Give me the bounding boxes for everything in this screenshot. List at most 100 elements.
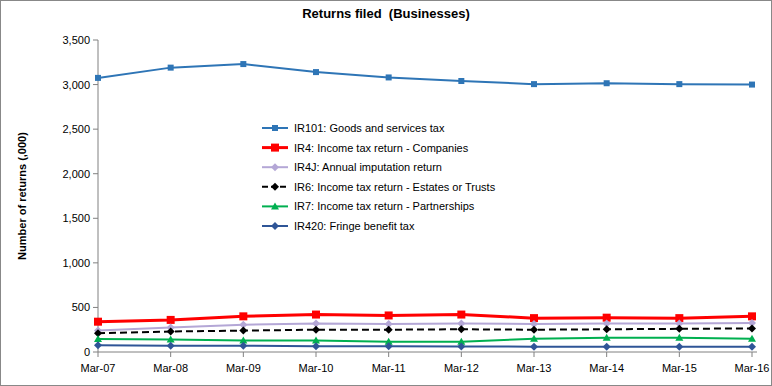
point — [385, 311, 393, 319]
series-line — [98, 315, 752, 322]
legend-label: IR4: Income tax return - Companies — [294, 142, 469, 154]
y-tick-label: 3,500 — [62, 34, 90, 46]
legend-label: IR6: Income tax return - Estates or Trus… — [294, 181, 496, 193]
y-tick — [93, 218, 98, 219]
point — [385, 342, 393, 350]
point — [167, 327, 175, 335]
point — [94, 341, 102, 349]
point — [457, 325, 465, 333]
point — [458, 78, 464, 84]
series — [94, 319, 756, 335]
point — [312, 311, 320, 319]
y-tick-label: 1,500 — [62, 212, 90, 224]
point — [239, 327, 247, 335]
point — [675, 325, 683, 333]
y-tick — [93, 262, 98, 263]
y-tick-label: 2,500 — [62, 123, 90, 135]
x-tick-label: Mar-08 — [153, 362, 188, 374]
point — [531, 81, 537, 87]
legend: IR101: Goods and services taxIR4: Income… — [262, 122, 496, 232]
x-axis — [98, 352, 757, 353]
x-tick — [606, 352, 607, 357]
point — [749, 82, 755, 88]
point — [530, 326, 538, 334]
point — [603, 325, 611, 333]
x-tick-label: Mar-13 — [517, 362, 552, 374]
point — [457, 311, 465, 319]
point — [94, 335, 102, 342]
title: Returns filed (Businesses) — [302, 6, 470, 21]
point — [603, 343, 611, 351]
x-tick — [243, 352, 244, 357]
y-tick — [93, 84, 98, 85]
point — [603, 334, 611, 341]
chart: Returns filed (Businesses) Number of retu… — [0, 0, 772, 386]
point — [748, 324, 756, 332]
point — [94, 318, 102, 326]
y-axis — [98, 40, 99, 352]
x-tick — [316, 352, 317, 357]
point — [675, 343, 683, 351]
point — [168, 65, 174, 71]
point — [748, 335, 756, 342]
x-tick-label: Mar-14 — [589, 362, 624, 374]
point — [530, 343, 538, 351]
point — [676, 81, 682, 87]
x-tick-label: Mar-09 — [226, 362, 261, 374]
x-tick-label: Mar-12 — [444, 362, 479, 374]
series-line — [98, 328, 752, 333]
series — [94, 341, 756, 350]
y-tick-label: 0 — [84, 346, 90, 358]
chart-border — [1, 1, 772, 386]
point — [313, 69, 319, 75]
legend-marker — [271, 222, 279, 230]
point — [240, 61, 246, 67]
y-tick-label: 3,000 — [62, 79, 90, 91]
x-tick-label: Mar-10 — [299, 362, 334, 374]
x-tick — [461, 352, 462, 357]
point — [239, 342, 247, 350]
point — [675, 334, 683, 341]
series — [94, 334, 756, 345]
y-tick — [93, 129, 98, 130]
x-tick-label: Mar-07 — [81, 362, 116, 374]
x-tick — [752, 352, 753, 357]
series — [95, 61, 755, 88]
x-tick — [388, 352, 389, 357]
x-tick — [98, 352, 99, 357]
point — [604, 80, 610, 86]
series-line — [98, 64, 752, 85]
legend-marker — [271, 163, 279, 171]
point — [312, 326, 320, 334]
point — [239, 312, 247, 320]
x-tick-label: Mar-11 — [372, 362, 406, 374]
legend-label: IR4J: Annual imputation return — [294, 161, 442, 173]
legend-marker — [271, 202, 279, 209]
point — [530, 335, 538, 342]
point — [385, 326, 393, 334]
y-tick-label: 500 — [72, 301, 90, 313]
x-tick — [170, 352, 171, 357]
series-line — [98, 338, 752, 342]
point — [167, 316, 175, 324]
y-tick-label: 2,000 — [62, 168, 90, 180]
x-tick-label: Mar-15 — [662, 362, 697, 374]
point — [748, 343, 756, 351]
point — [167, 342, 175, 350]
y-tick-label: 1,000 — [62, 257, 90, 269]
y-axis-label: Number of returns (,000) — [16, 132, 28, 260]
legend-label: IR7: Income tax return - Partnerships — [294, 200, 475, 212]
x-tick — [679, 352, 680, 357]
y-tick — [93, 352, 98, 353]
legend-marker — [272, 125, 278, 131]
y-tick — [93, 307, 98, 308]
legend-label: IR420: Fringe benefit tax — [294, 220, 415, 232]
series — [94, 324, 756, 337]
point — [312, 342, 320, 350]
y-tick — [93, 173, 98, 174]
legend-marker — [271, 144, 279, 152]
x-tick-label: Mar-16 — [735, 362, 770, 374]
x-tick — [534, 352, 535, 357]
point — [95, 75, 101, 81]
y-tick — [93, 40, 98, 41]
